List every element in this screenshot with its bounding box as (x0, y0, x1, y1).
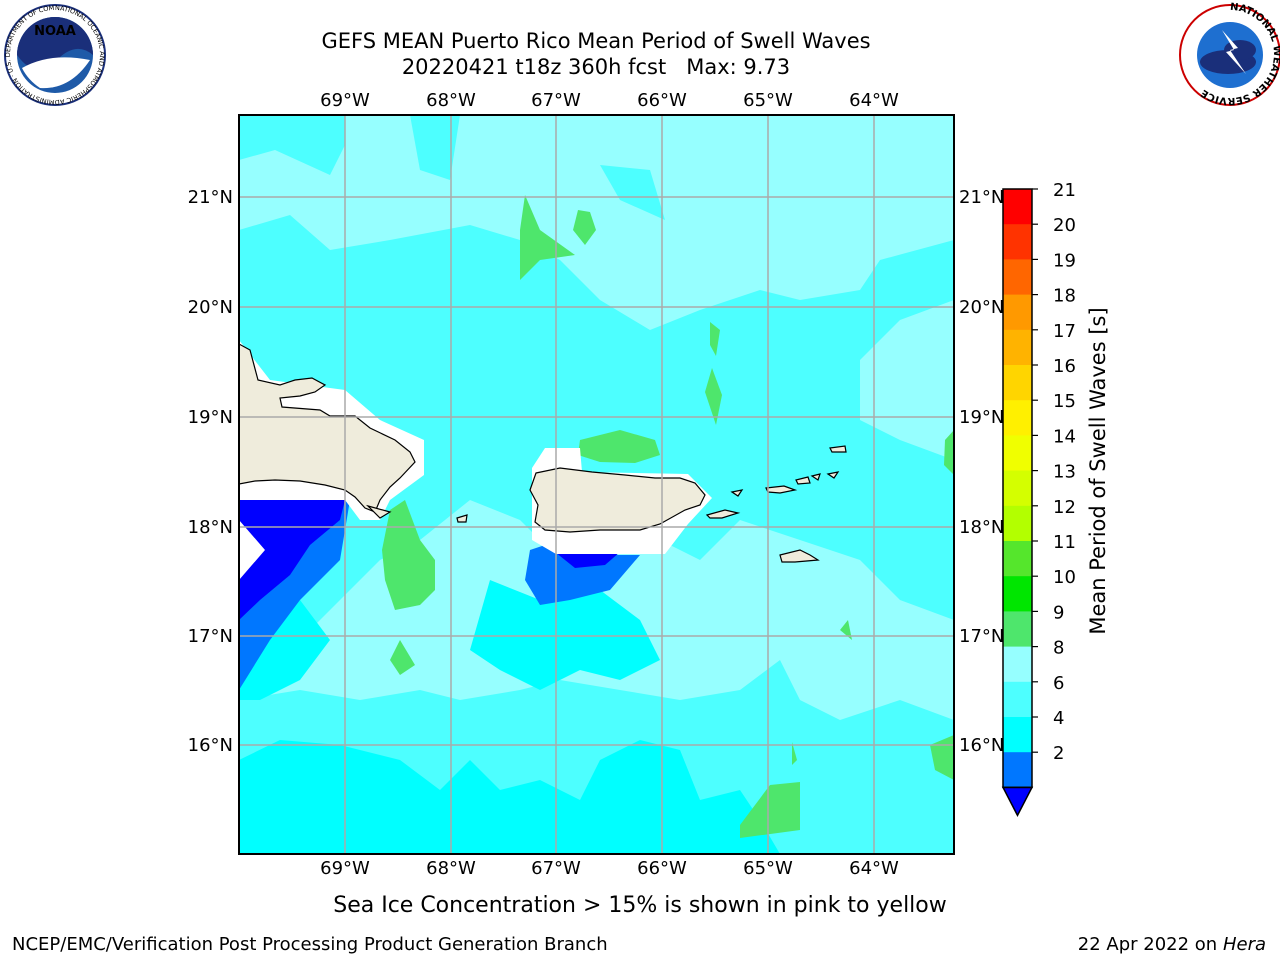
sea-ice-note: Sea Ice Concentration > 15% is shown in … (333, 893, 947, 918)
colorbar: 21 20 19 18 17 16 15 14 13 12 11 10 9 8 6 4 2 (1001, 180, 1076, 818)
colorbar-tick-label: 6 (1053, 673, 1064, 694)
colorbar-tick-label: 9 (1053, 602, 1064, 623)
colorbar-tick-label: 13 (1053, 462, 1076, 483)
colorbar-segment (1003, 400, 1032, 436)
lat-label: 19°N (188, 407, 233, 428)
colorbar-label: Mean Period of Swell Waves [s] (1086, 307, 1110, 634)
colorbar-tick-label: 14 (1053, 426, 1076, 447)
lat-labels-left: 21°N 20°N 19°N 18°N 17°N 16°N (188, 187, 233, 756)
colorbar-segment (1003, 646, 1032, 683)
footer-host: Hera (1223, 934, 1266, 955)
contour-9-10s (382, 195, 954, 838)
lon-label: 66°W (637, 90, 687, 111)
lon-label: 66°W (637, 858, 687, 879)
lon-label: 64°W (849, 858, 899, 879)
lat-label: 18°N (959, 517, 1004, 538)
contour-under-2s (239, 500, 620, 620)
lon-label: 69°W (320, 858, 370, 879)
colorbar-segment (1003, 189, 1032, 225)
footer-left: NCEP/EMC/Verification Post Processing Pr… (12, 934, 608, 955)
colorbar-segment (1003, 752, 1032, 788)
colorbar-segment (1003, 329, 1032, 366)
lon-label: 64°W (849, 90, 899, 111)
colorbar-segment (1003, 681, 1032, 718)
lat-label: 17°N (959, 626, 1004, 647)
lon-labels-bottom: 69°W 68°W 67°W 66°W 65°W 64°W (320, 858, 899, 879)
colorbar-segment (1003, 259, 1032, 296)
lat-label: 21°N (959, 187, 1004, 208)
colorbar-segment (1003, 541, 1032, 577)
lat-label: 18°N (188, 517, 233, 538)
map-frame (238, 114, 955, 855)
colorbar-tick-label: 4 (1053, 708, 1064, 729)
lon-label: 65°W (743, 90, 793, 111)
lon-labels-top: 69°W 68°W 67°W 66°W 65°W 64°W (320, 90, 899, 111)
lat-label: 16°N (188, 735, 233, 756)
noaa-logo-text: NOAA (34, 24, 76, 39)
contour-4-6s (239, 580, 780, 854)
chart-title: GEFS MEAN Puerto Rico Mean Period of Swe… (321, 29, 870, 53)
chart-subtitle: 20220421 t18z 360h fcst Max: 9.73 (402, 55, 790, 79)
footer-date: 22 Apr 2022 on (1078, 934, 1223, 955)
colorbar-tick-label: 19 (1053, 250, 1076, 271)
colorbar-tick-label: 16 (1053, 356, 1076, 377)
lon-label: 68°W (426, 858, 476, 879)
lat-label: 20°N (188, 297, 233, 318)
lon-label: 67°W (531, 858, 581, 879)
colorbar-segment (1003, 717, 1032, 753)
lat-label: 20°N (959, 297, 1004, 318)
colorbar-segment (1003, 470, 1032, 507)
noaa-logo: NATIONAL OCEANIC AND ATMOSPHERIC ADMINIS… (0, 0, 106, 106)
nws-logo: NATIONAL WEATHER SERVICE (1179, 2, 1280, 106)
lat-labels-right: 21°N 20°N 19°N 18°N 17°N 16°N (959, 187, 1004, 756)
lon-label: 68°W (426, 90, 476, 111)
lat-label: 17°N (188, 626, 233, 647)
colorbar-segment (1003, 294, 1032, 331)
colorbar-tick-label: 12 (1053, 497, 1076, 518)
colorbar-segment (1003, 505, 1032, 542)
map-gridlines (239, 115, 954, 854)
lon-label: 65°W (743, 858, 793, 879)
colorbar-segment (1003, 224, 1032, 260)
colorbar-segment (1003, 611, 1032, 648)
lon-label: 67°W (531, 90, 581, 111)
colorbar-tick-label: 10 (1053, 567, 1076, 588)
colorbar-tick-label: 11 (1053, 532, 1076, 553)
swell-period-field (239, 115, 954, 854)
colorbar-segment (1003, 365, 1032, 401)
colorbar-segment (1003, 576, 1032, 612)
lat-label: 16°N (959, 735, 1004, 756)
lat-label: 19°N (959, 407, 1004, 428)
colorbar-tick-label: 17 (1053, 321, 1076, 342)
lon-label: 69°W (320, 90, 370, 111)
colorbar-under-extension (1001, 786, 1034, 818)
colorbar-tick-label: 15 (1053, 391, 1076, 412)
colorbar-segment (1003, 435, 1032, 472)
colorbar-frame (1002, 188, 1033, 789)
lat-label: 21°N (188, 187, 233, 208)
colorbar-tick-label: 20 (1053, 215, 1076, 236)
colorbar-tick-label: 8 (1053, 638, 1064, 659)
colorbar-tick-label: 18 (1053, 286, 1076, 307)
footer-right: 22 Apr 2022 on Hera (1078, 934, 1266, 955)
colorbar-tick-label: 2 (1053, 743, 1064, 764)
colorbar-tick-label: 21 (1053, 180, 1076, 201)
